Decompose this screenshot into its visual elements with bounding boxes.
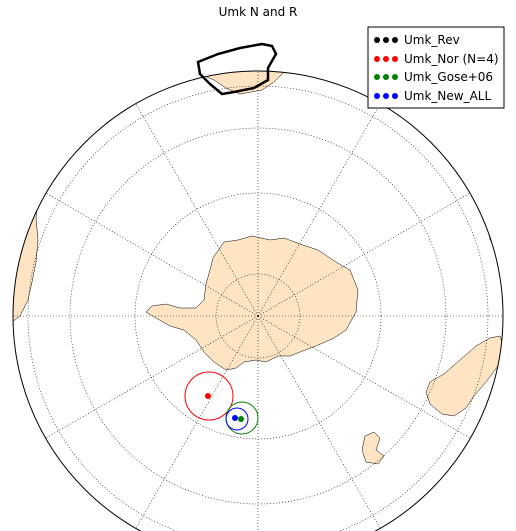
legend-entry-umk-nor: Umk_Nor (N=4) [374, 52, 499, 66]
pole-point-umk-new-all [232, 415, 238, 421]
legend-marker-dot [374, 56, 380, 62]
legend-marker-dot [374, 37, 380, 43]
legend-marker-dot [374, 74, 380, 80]
meridian-300 [45, 192, 259, 317]
legend-label-umk-new-all: Umk_New_ALL [404, 89, 491, 103]
legend-marker-dot [383, 37, 389, 43]
latitude-circle-40 [69, 127, 447, 505]
a95-circle-umk-nor [184, 371, 234, 421]
antarctica-landmass [145, 235, 359, 371]
meridian-60 [257, 192, 471, 317]
legend-entry-umk-rev: Umk_Rev [374, 33, 460, 47]
legend-marker-dot [392, 93, 398, 99]
legend-marker-dot [392, 74, 398, 80]
madagascar-landmass [313, 71, 335, 77]
legend-label-umk-gose: Umk_Gose+06 [404, 70, 493, 84]
pole-point-umk-nor [205, 393, 211, 399]
legend-label-umk-rev: Umk_Rev [404, 33, 460, 47]
legend-label-umk-nor: Umk_Nor (N=4) [404, 52, 499, 66]
pole-outline-umk-rev [196, 42, 278, 96]
legend-marker-dot [392, 56, 398, 62]
legend-marker-dot [374, 93, 380, 99]
legend-marker-dot [383, 93, 389, 99]
legend-marker-dot [383, 74, 389, 80]
legend-entry-umk-gose: Umk_Gose+06 [374, 70, 493, 84]
tasmania-landmass [361, 431, 385, 465]
legend-marker-dot [392, 37, 398, 43]
legend: Umk_Rev Umk_Nor (N=4) Umk_Gose+06 Umk_Ne… [367, 26, 505, 109]
chart-title: Umk N and R [219, 5, 298, 19]
pole-point-umk-gose [238, 416, 244, 422]
legend-frame [367, 26, 505, 109]
a95-circle-umk-new-all [225, 407, 249, 431]
australia-landmass [425, 335, 503, 417]
legend-marker-dot [383, 56, 389, 62]
legend-entry-umk-new-all: Umk_New_ALL [374, 89, 491, 103]
globe-outline [12, 70, 504, 531]
pole-marks [184, 42, 278, 435]
